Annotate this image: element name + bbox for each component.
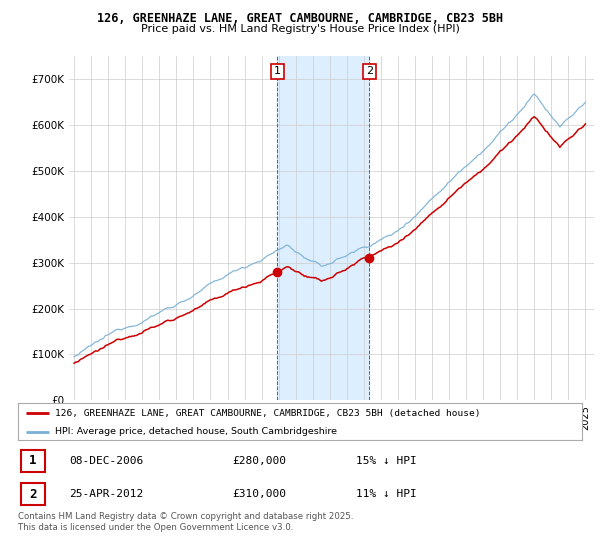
Text: 08-DEC-2006: 08-DEC-2006	[69, 456, 143, 465]
Text: Price paid vs. HM Land Registry's House Price Index (HPI): Price paid vs. HM Land Registry's House …	[140, 24, 460, 34]
Text: £280,000: £280,000	[232, 456, 286, 465]
Text: 15% ↓ HPI: 15% ↓ HPI	[356, 456, 417, 465]
Text: HPI: Average price, detached house, South Cambridgeshire: HPI: Average price, detached house, Sout…	[55, 427, 337, 436]
Text: 126, GREENHAZE LANE, GREAT CAMBOURNE, CAMBRIDGE, CB23 5BH (detached house): 126, GREENHAZE LANE, GREAT CAMBOURNE, CA…	[55, 409, 480, 418]
Text: 1: 1	[274, 66, 281, 76]
Bar	[277, 56, 370, 400]
Text: 11% ↓ HPI: 11% ↓ HPI	[356, 489, 417, 499]
Text: Contains HM Land Registry data © Crown copyright and database right 2025.
This d: Contains HM Land Registry data © Crown c…	[18, 512, 353, 532]
FancyBboxPatch shape	[21, 450, 44, 472]
Text: 1: 1	[29, 454, 37, 467]
Text: 126, GREENHAZE LANE, GREAT CAMBOURNE, CAMBRIDGE, CB23 5BH: 126, GREENHAZE LANE, GREAT CAMBOURNE, CA…	[97, 12, 503, 25]
FancyBboxPatch shape	[21, 483, 44, 505]
Text: 2: 2	[29, 488, 37, 501]
Text: 25-APR-2012: 25-APR-2012	[69, 489, 143, 499]
Text: 2: 2	[366, 66, 373, 76]
Text: £310,000: £310,000	[232, 489, 286, 499]
